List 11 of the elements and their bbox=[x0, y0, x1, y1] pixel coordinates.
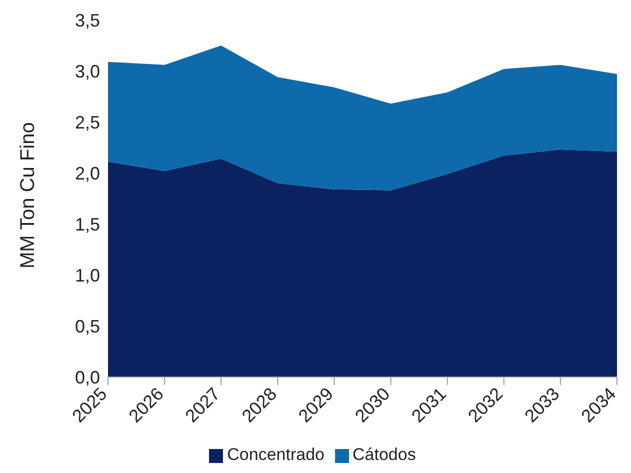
y-tick-label: 0,5 bbox=[74, 316, 100, 336]
y-tick-label: 1,0 bbox=[74, 265, 100, 286]
y-tick-label: 1,5 bbox=[74, 214, 100, 234]
y-tick-label: 3,0 bbox=[74, 61, 100, 82]
legend-label: Concentrado bbox=[227, 445, 324, 464]
y-axis-title: MM Ton Cu Fino bbox=[17, 122, 40, 268]
y-tick-label: 3,5 bbox=[74, 10, 100, 30]
y-tick-label: 2,5 bbox=[74, 112, 100, 132]
y-tick-label: 0,0 bbox=[74, 367, 100, 388]
legend-label: Cátodos bbox=[352, 445, 416, 464]
y-tick-label: 2,0 bbox=[74, 163, 100, 184]
